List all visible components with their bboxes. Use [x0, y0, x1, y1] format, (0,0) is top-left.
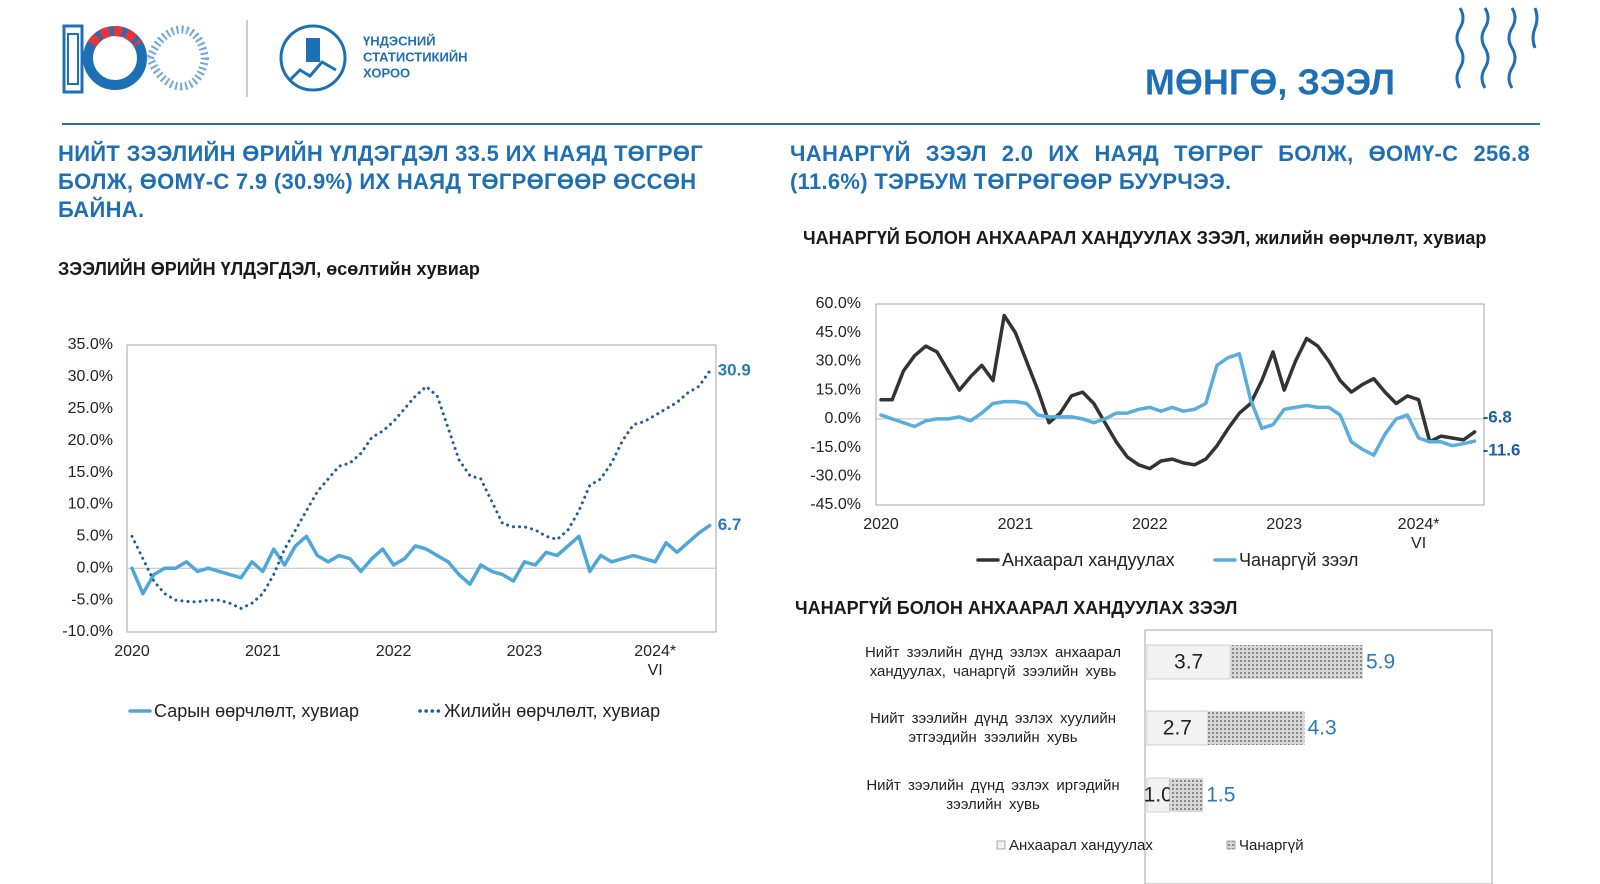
x-tick-note: VI: [648, 662, 663, 679]
x-tick-label: 2021: [245, 643, 281, 660]
value-label: 1.0: [1144, 784, 1173, 807]
series-line: [130, 369, 712, 610]
value-label: 2.7: [1163, 717, 1192, 740]
x-tick-label: 2024*: [1398, 516, 1440, 533]
end-value-label: 30.9: [718, 361, 751, 380]
org-name: СТАТИСТИКИЙН: [363, 49, 468, 64]
chart-title: ЧАНАРГҮЙ БОЛОН АНХААРАЛ ХАНДУУЛАХ ЗЭЭЛ, …: [803, 228, 1487, 248]
y-tick-label: 15.0%: [68, 464, 113, 481]
x-tick-label: 2020: [863, 516, 899, 533]
legend-label: Чанаргүй зээл: [1239, 550, 1358, 570]
legend-label: Анхаарал хандуулах: [1002, 550, 1175, 570]
y-tick-label: -45.0%: [810, 496, 861, 513]
org-name: ХОРОО: [363, 65, 410, 80]
value-label: 5.9: [1366, 651, 1395, 674]
y-tick-label: 60.0%: [816, 295, 861, 312]
legend-label: Сарын өөрчлөлт, хувиар: [154, 701, 359, 721]
category-label: Нийт зээлийн дүнд эзлэх хуулийн этгээдий…: [870, 710, 1116, 746]
plot-frame: [126, 344, 717, 633]
x-tick-label: 2020: [114, 643, 150, 660]
bar-segment: [1146, 644, 1231, 680]
y-tick-label: 5.0%: [77, 528, 113, 545]
value-label: 3.7: [1174, 651, 1203, 674]
logo-100: [62, 24, 210, 94]
y-tick-label: 0.0%: [77, 559, 113, 576]
x-tick-label: 2023: [1266, 516, 1302, 533]
end-value-label: -6.8: [1483, 407, 1512, 426]
y-tick-label: 15.0%: [816, 381, 861, 398]
y-tick-label: -10.0%: [62, 623, 113, 640]
x-tick-label: 2023: [507, 643, 543, 660]
x-tick-label: 2021: [998, 516, 1034, 533]
y-tick-label: 30.0%: [816, 353, 861, 370]
bar-segment: [1207, 711, 1305, 745]
legend-label: Жилийн өөрчлөлт, хувиар: [444, 701, 660, 721]
headline: НИЙТ ЗЭЭЛИЙН ӨРИЙН ҮЛДЭГДЭЛ 33.5 ИХ НАЯД…: [58, 141, 704, 222]
y-tick-label: -30.0%: [810, 468, 861, 485]
chart-title: ЗЭЭЛИЙН ӨРИЙН ҮЛДЭГДЭЛ, өсөлтийн хувиар: [58, 259, 480, 279]
series-line: [879, 313, 1477, 471]
y-tick-label: 0.0%: [825, 410, 861, 427]
bar-segment: [1230, 645, 1363, 679]
page-title: МӨНГӨ, ЗЭЭЛ: [1145, 62, 1395, 103]
chart-title: ЧАНАРГҮЙ БОЛОН АНХААРАЛ ХАНДУУЛАХ ЗЭЭЛ: [795, 598, 1238, 618]
x-tick-label: 2024*: [634, 643, 676, 660]
y-tick-label: 10.0%: [68, 496, 113, 513]
x-tick-note: VI: [1411, 535, 1426, 552]
series-line: [130, 523, 712, 596]
y-tick-label: -15.0%: [810, 439, 861, 456]
category-label: Нийт зээлийн дүнд эзлэх анхаарал хандуул…: [864, 644, 1122, 680]
value-label: 1.5: [1206, 784, 1235, 807]
mongolian-script: [1455, 7, 1539, 89]
y-tick-label: 35.0%: [68, 336, 113, 353]
legend-label: Чанаргүй: [1239, 837, 1304, 854]
y-tick-label: 30.0%: [68, 368, 113, 385]
org-name: ҮНДЭСНИЙ: [363, 33, 436, 48]
emblem: [279, 24, 347, 92]
x-tick-label: 2022: [376, 643, 412, 660]
legend-swatch: [1226, 840, 1236, 850]
category-label: Нийт зээлийн дүнд эзлэх иргэдийн зээлийн…: [866, 777, 1120, 813]
end-value-label: 6.7: [718, 515, 742, 534]
bar-segment: [1146, 710, 1209, 746]
series-line: [879, 352, 1477, 457]
legend-swatch: [996, 840, 1006, 850]
end-value-label: -11.6: [1483, 441, 1521, 460]
headline: ЧАНАРГҮЙ ЗЭЭЛ 2.0 ИХ НАЯД ТӨГРӨГ БОЛЖ, Ө…: [790, 141, 1530, 194]
y-tick-label: 45.0%: [816, 324, 861, 341]
legend-label: Анхаарал хандуулах: [1009, 837, 1153, 854]
plot-frame: [875, 303, 1485, 506]
value-label: 4.3: [1308, 717, 1337, 740]
bar-segment: [1169, 778, 1204, 812]
x-tick-label: 2022: [1132, 516, 1168, 533]
y-tick-label: 20.0%: [68, 432, 113, 449]
y-tick-label: 25.0%: [68, 400, 113, 417]
y-tick-label: -5.0%: [71, 591, 113, 608]
